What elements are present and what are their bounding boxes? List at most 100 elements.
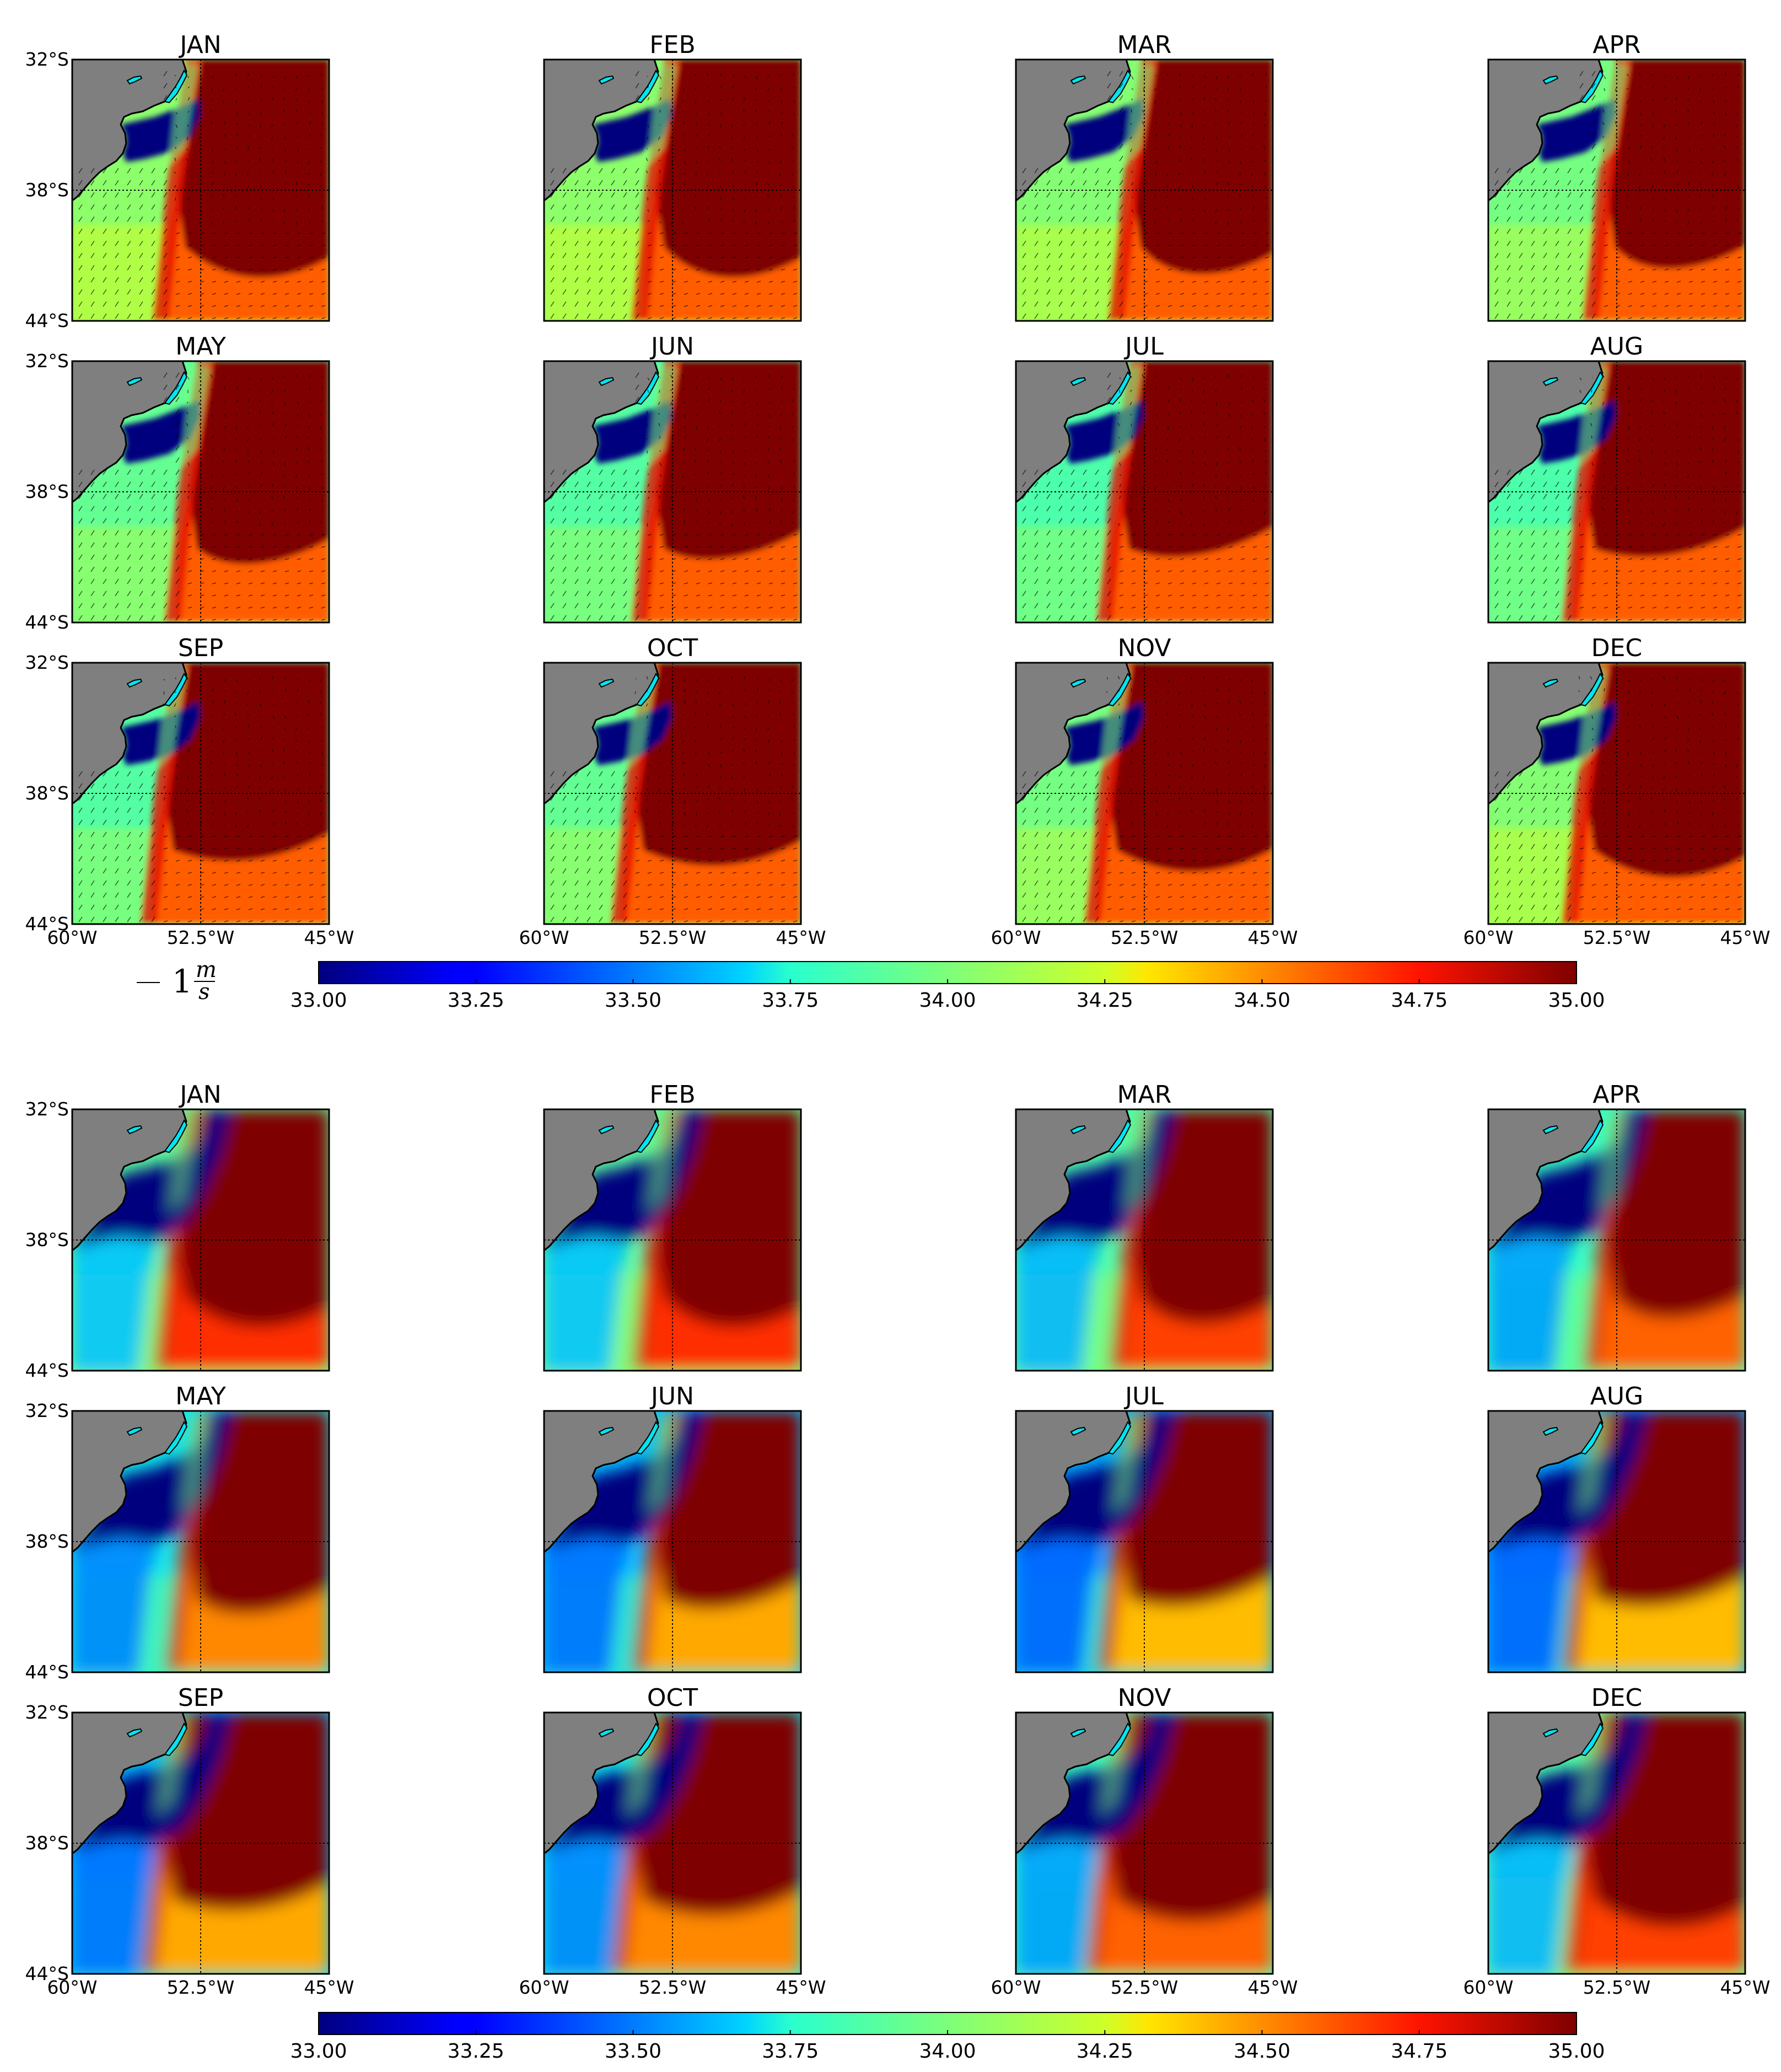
panel-frame <box>1015 58 1274 322</box>
panel-frame <box>1487 58 1746 322</box>
panel-upper-sep: SEP 32°S 38°S 44°S60°W 52.5°W 45°W <box>25 634 354 948</box>
panel-title: AUG <box>1590 332 1643 361</box>
small-lagoon <box>1542 1125 1559 1135</box>
current-vectors <box>1494 374 1742 621</box>
panel-frame <box>1015 662 1274 925</box>
colorbar-tick-label: 34.75 <box>1391 2040 1448 2063</box>
colorbar-tick-label: 34.25 <box>1077 989 1133 1012</box>
y-tick-label: 38°S <box>25 1832 69 1854</box>
x-tick-label: 52.5°W <box>1583 927 1651 948</box>
y-tick-label: 32°S <box>25 350 69 372</box>
small-lagoon <box>1070 1728 1086 1738</box>
x-tick-label: 45°W <box>1247 927 1298 948</box>
panel-title: SEP <box>178 634 223 662</box>
x-tick-label: 60°W <box>991 1977 1041 1998</box>
small-lagoon <box>126 678 143 688</box>
y-tick-label: 44°S <box>25 310 69 331</box>
current-vectors <box>550 71 798 319</box>
colorbar-tick-label: 33.75 <box>762 2040 819 2063</box>
lagoon <box>164 1119 188 1153</box>
lagoon <box>1107 1119 1132 1153</box>
colorbar-tick-label: 35.00 <box>1548 2040 1605 2063</box>
low-salinity-plume <box>1016 1411 1176 1552</box>
current-vectors <box>1022 71 1269 319</box>
current-vectors <box>1494 71 1742 319</box>
panel-frame <box>543 662 802 925</box>
small-lagoon <box>1070 1426 1086 1436</box>
lagoon <box>1580 672 1604 707</box>
x-tick-label: 52.5°W <box>167 1977 235 1998</box>
colorbar-tick-label: 34.50 <box>1234 2040 1290 2063</box>
current-vectors <box>78 372 326 621</box>
colorbar-tick-label: 33.50 <box>605 2040 661 2063</box>
colorbar-tick-label: 34.75 <box>1391 989 1448 1012</box>
y-tick-label: 38°S <box>25 481 69 502</box>
vector-key-unit-den: s <box>198 979 210 1005</box>
panel-upper-jan: JAN 32°S 38°S 44°S <box>25 31 330 331</box>
low-salinity-plume <box>1488 1411 1648 1552</box>
small-lagoon <box>126 377 143 387</box>
panel-title: JUL <box>1123 1382 1164 1410</box>
panel-title: JUN <box>649 1382 694 1410</box>
small-lagoon <box>126 75 143 85</box>
panel-title: DEC <box>1591 634 1642 662</box>
panel-frame <box>1487 1711 1746 1975</box>
colorbar-tick-label: 33.00 <box>290 989 347 1012</box>
low-salinity-plume <box>121 400 200 464</box>
x-tick-label: 60°W <box>1463 1977 1513 1998</box>
y-tick-label: 44°S <box>25 1661 69 1683</box>
panel-title: JUL <box>1123 332 1164 361</box>
panel-upper-aug: AUG <box>1487 332 1746 624</box>
low-salinity-plume <box>1064 701 1144 765</box>
x-tick-label: 60°W <box>991 927 1041 948</box>
colorbars: 33.00 33.25 33.50 33.75 34.00 34.25 34.50 34.75… <box>290 961 1605 2063</box>
panel-lower-jul: JUL <box>1015 1382 1274 1673</box>
panel-frame <box>543 1108 802 1372</box>
x-tick-label: 52.5°W <box>639 1977 707 1998</box>
lagoon <box>1107 672 1132 707</box>
lagoon <box>164 371 188 405</box>
panel-title: JAN <box>178 31 221 59</box>
panel-title: DEC <box>1591 1684 1642 1712</box>
small-lagoon <box>598 75 615 85</box>
lagoon <box>1580 69 1604 104</box>
panel-title: JAN <box>178 1081 221 1109</box>
small-lagoon <box>1070 75 1086 85</box>
small-lagoon <box>1070 1125 1086 1135</box>
low-salinity-plume <box>593 400 672 464</box>
x-tick-label: 45°W <box>304 1977 354 1998</box>
small-lagoon <box>126 1728 143 1738</box>
panel-frame <box>1487 360 1746 624</box>
lagoon <box>1580 1119 1604 1153</box>
lagoon <box>636 1722 660 1757</box>
x-tick-label: 60°W <box>519 927 569 948</box>
panel-title: SEP <box>178 1684 223 1712</box>
lagoon <box>164 1420 188 1455</box>
panel-lower-dec: DEC 60°W 52.5°W 45°W <box>1463 1684 1770 1998</box>
panel-upper-oct: OCT 60°W 52.5°W 45°W <box>519 634 826 948</box>
y-tick-label: 38°S <box>25 179 69 201</box>
x-tick-label: 45°W <box>1720 927 1770 948</box>
current-vectors <box>550 372 798 621</box>
low-salinity-plume <box>544 1713 704 1854</box>
small-lagoon <box>598 377 615 387</box>
panel-frame <box>543 1410 802 1673</box>
current-vectors <box>78 675 326 922</box>
small-lagoon <box>598 1125 615 1135</box>
small-lagoon <box>1542 1728 1559 1738</box>
panel-title: MAR <box>1117 1081 1172 1109</box>
panel-upper-apr: APR <box>1487 31 1746 322</box>
panel-lower-may: MAY 32°S 38°S 44°S <box>25 1382 330 1683</box>
small-lagoon <box>126 1125 143 1135</box>
vector-key-unit-num: m <box>196 957 217 983</box>
panel-upper-jul: JUL <box>1015 332 1274 624</box>
panel-title: FEB <box>649 1081 695 1109</box>
panel-frame <box>543 58 802 322</box>
y-tick-label: 44°S <box>25 611 69 633</box>
lagoon <box>636 672 660 707</box>
colorbar-tick-label: 34.00 <box>919 2040 976 2063</box>
panel-frame <box>1015 1410 1274 1673</box>
small-lagoon <box>1542 75 1559 85</box>
